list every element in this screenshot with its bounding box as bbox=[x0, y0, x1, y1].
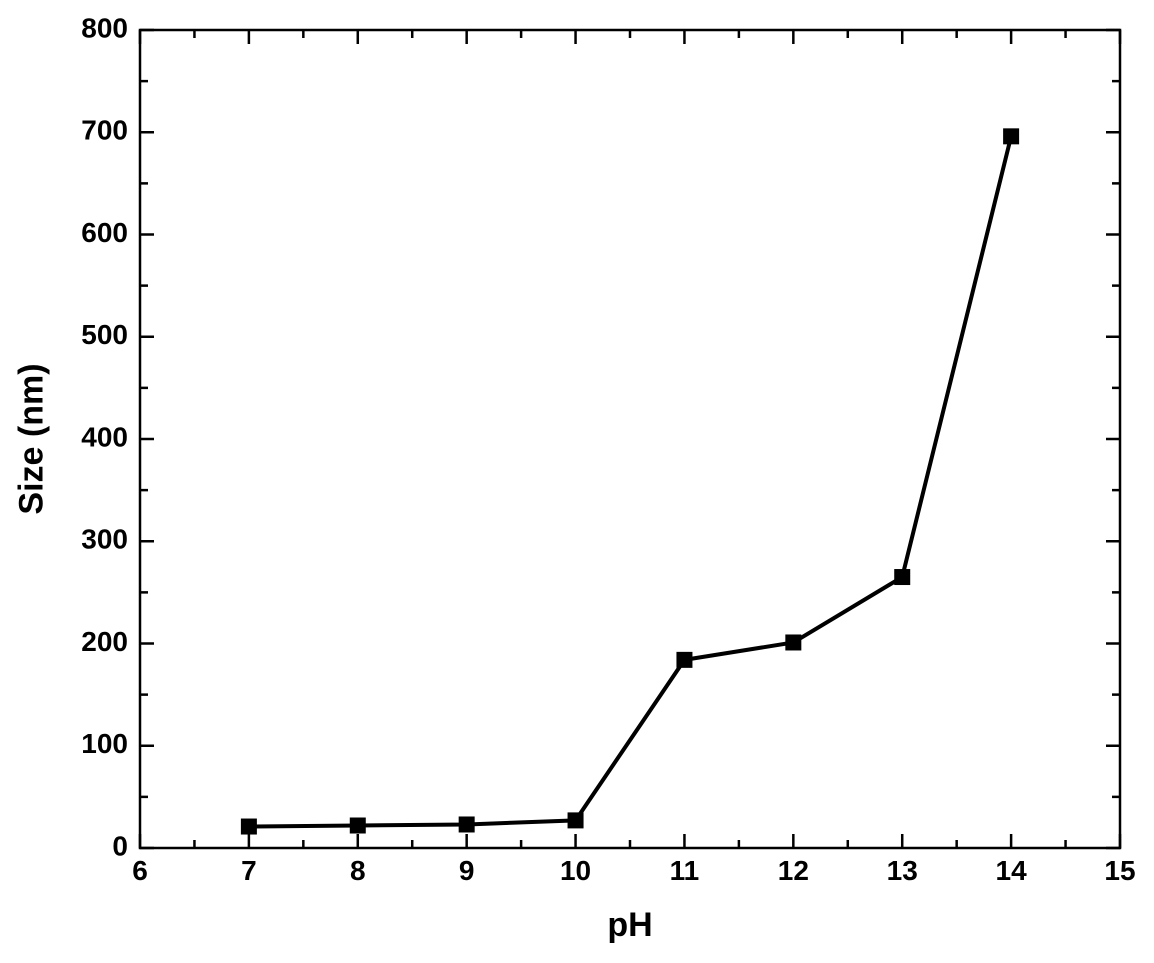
x-axis-label: pH bbox=[607, 906, 652, 945]
svg-text:500: 500 bbox=[81, 319, 128, 350]
svg-text:8: 8 bbox=[350, 855, 366, 886]
svg-text:9: 9 bbox=[459, 855, 475, 886]
svg-text:0: 0 bbox=[112, 830, 128, 861]
svg-text:400: 400 bbox=[81, 421, 128, 452]
svg-text:800: 800 bbox=[81, 12, 128, 43]
svg-text:700: 700 bbox=[81, 115, 128, 146]
chart-container: 6 7 8 9 10 11 12 13 14 15 0 100 200 300 400 500 600 700 80… bbox=[0, 0, 1154, 958]
svg-text:10: 10 bbox=[560, 855, 591, 886]
svg-text:100: 100 bbox=[81, 728, 128, 759]
svg-text:13: 13 bbox=[887, 855, 918, 886]
svg-text:300: 300 bbox=[81, 524, 128, 555]
svg-text:15: 15 bbox=[1104, 855, 1135, 886]
svg-text:6: 6 bbox=[132, 855, 148, 886]
y-axis-label: Size (nm) bbox=[13, 363, 52, 514]
svg-text:14: 14 bbox=[996, 855, 1028, 886]
line-chart: 6 7 8 9 10 11 12 13 14 15 0 100 200 300 400 500 600 700 80… bbox=[0, 0, 1154, 958]
svg-text:12: 12 bbox=[778, 855, 809, 886]
svg-text:7: 7 bbox=[241, 855, 257, 886]
svg-text:600: 600 bbox=[81, 217, 128, 248]
svg-text:200: 200 bbox=[81, 626, 128, 657]
svg-text:11: 11 bbox=[670, 855, 700, 886]
